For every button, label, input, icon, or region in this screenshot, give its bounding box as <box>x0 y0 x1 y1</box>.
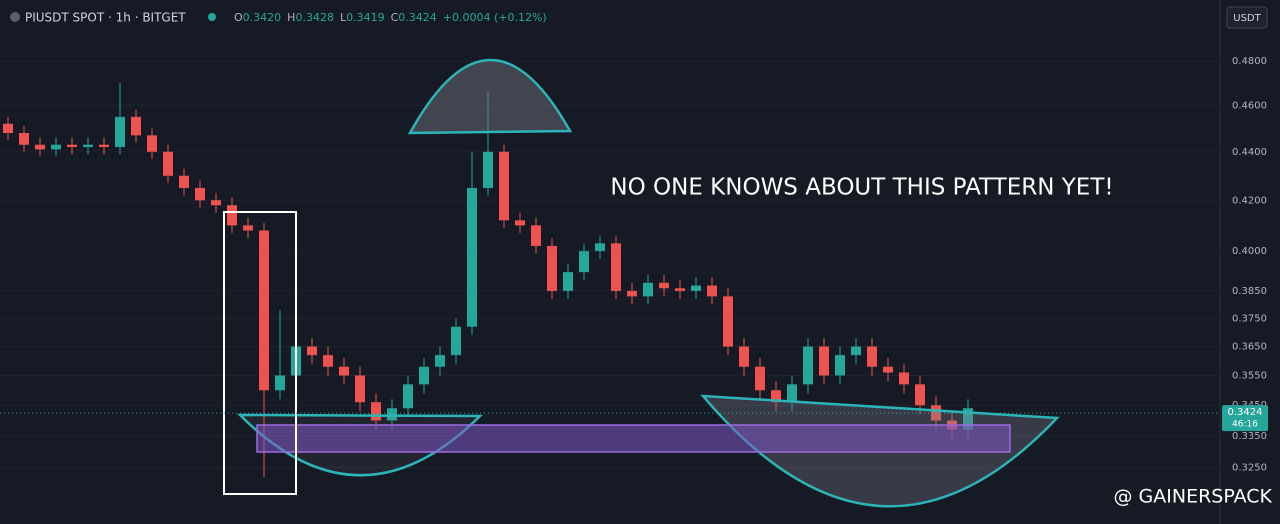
candle-body <box>163 151 173 176</box>
candle-body <box>259 230 269 391</box>
y-tick-label: 0.3850 <box>1232 286 1267 297</box>
symbol-icon <box>10 12 20 22</box>
symbol: PIUSDT SPOT · 1h · BITGET <box>25 11 186 25</box>
y-tick-label: 0.3650 <box>1232 342 1267 353</box>
candle-body <box>723 296 733 347</box>
candle-body <box>963 408 973 430</box>
top-arc <box>407 58 573 135</box>
candle-body <box>499 151 509 221</box>
candle-body <box>579 251 589 273</box>
currency-button[interactable] <box>1226 6 1268 29</box>
ohlc-key: C <box>391 11 399 24</box>
candle-body <box>387 408 397 421</box>
candle-body <box>275 375 285 391</box>
countdown: 46:16 <box>1232 420 1258 430</box>
candle-body <box>883 366 893 373</box>
candle-body <box>659 282 669 289</box>
candle-body <box>211 200 221 206</box>
support-zone <box>256 424 1011 453</box>
candle-body <box>371 402 381 421</box>
ohlc-value: 0.3424 <box>398 11 437 24</box>
annotation: NO ONE KNOWS ABOUT THIS PATTERN YET! <box>610 175 1113 201</box>
ohlc-value: 0.3428 <box>295 11 334 24</box>
candle-body <box>675 288 685 291</box>
candle-body <box>435 355 445 367</box>
candle-body <box>51 144 61 150</box>
candle-body <box>355 375 365 403</box>
candle-body <box>227 205 237 226</box>
highlight-box <box>223 211 297 495</box>
ohlc-key: H <box>287 11 295 24</box>
y-tick-label: 0.4000 <box>1232 246 1267 257</box>
ohlc-key: L <box>340 11 347 24</box>
price-tag-label: 0.3424 <box>1228 407 1263 418</box>
candle-body <box>19 133 29 145</box>
candle-body <box>483 151 493 188</box>
y-tick-label: 0.4400 <box>1232 147 1267 158</box>
y-tick-label: 0.3550 <box>1232 370 1267 381</box>
candle-body <box>99 144 109 148</box>
ohlc-key: O <box>234 11 243 24</box>
candle-body <box>3 123 13 134</box>
candle-body <box>243 225 253 231</box>
candle-body <box>867 346 877 367</box>
candle-body <box>563 272 573 291</box>
candle-body <box>419 366 429 385</box>
candle-body <box>403 384 413 409</box>
candle-body <box>67 144 77 148</box>
candle-body <box>83 144 93 148</box>
change: +0.0004 (+0.12%) <box>443 11 547 24</box>
candle-body <box>307 346 317 356</box>
candle-body <box>819 346 829 376</box>
ohlc-legend: O 0.3420 H 0.3428 L 0.3419 C 0.3424 +0.0004 (+0.… <box>234 11 547 24</box>
candle-body <box>915 384 925 406</box>
ohlc-value: 0.3419 <box>346 11 385 24</box>
candle-body <box>755 366 765 391</box>
candle-body <box>835 355 845 376</box>
candle-body <box>627 290 637 297</box>
candle-body <box>803 346 813 385</box>
candle-body <box>35 144 45 150</box>
y-tick-label: 0.4200 <box>1232 195 1267 206</box>
candle-body <box>147 135 157 152</box>
candle-body <box>611 243 621 291</box>
y-tick-label: 0.4800 <box>1232 56 1267 67</box>
candle-body <box>131 116 141 136</box>
candle-body <box>115 116 125 148</box>
candle-body <box>467 187 477 327</box>
watermark: @ GAINERSPACK <box>1114 486 1273 508</box>
candle-body <box>323 355 333 367</box>
currency[interactable]: USDT <box>1233 13 1261 24</box>
price-tag <box>1222 405 1268 432</box>
y-tick-label: 0.3250 <box>1232 462 1267 473</box>
candle-body <box>179 175 189 188</box>
y-tick-label: 0.3750 <box>1232 313 1267 324</box>
candle-body <box>595 243 605 252</box>
candle-body <box>739 346 749 367</box>
candle-body <box>771 390 781 403</box>
ohlc-value: 0.3420 <box>243 11 282 24</box>
status-dot <box>208 13 216 21</box>
candle-body <box>195 187 205 201</box>
candle-body <box>899 372 909 385</box>
candle-body <box>643 282 653 297</box>
y-tick-label: 0.3350 <box>1232 431 1267 442</box>
candle-body <box>787 384 797 403</box>
candle-body <box>707 285 717 297</box>
candle-body <box>691 285 701 291</box>
candle-body <box>339 366 349 376</box>
candle-body <box>547 245 557 291</box>
y-tick-label: 0.4600 <box>1232 100 1267 111</box>
candle-body <box>451 326 461 356</box>
candle-body <box>531 225 541 246</box>
candle-body <box>515 220 525 226</box>
candle-body <box>851 346 861 356</box>
